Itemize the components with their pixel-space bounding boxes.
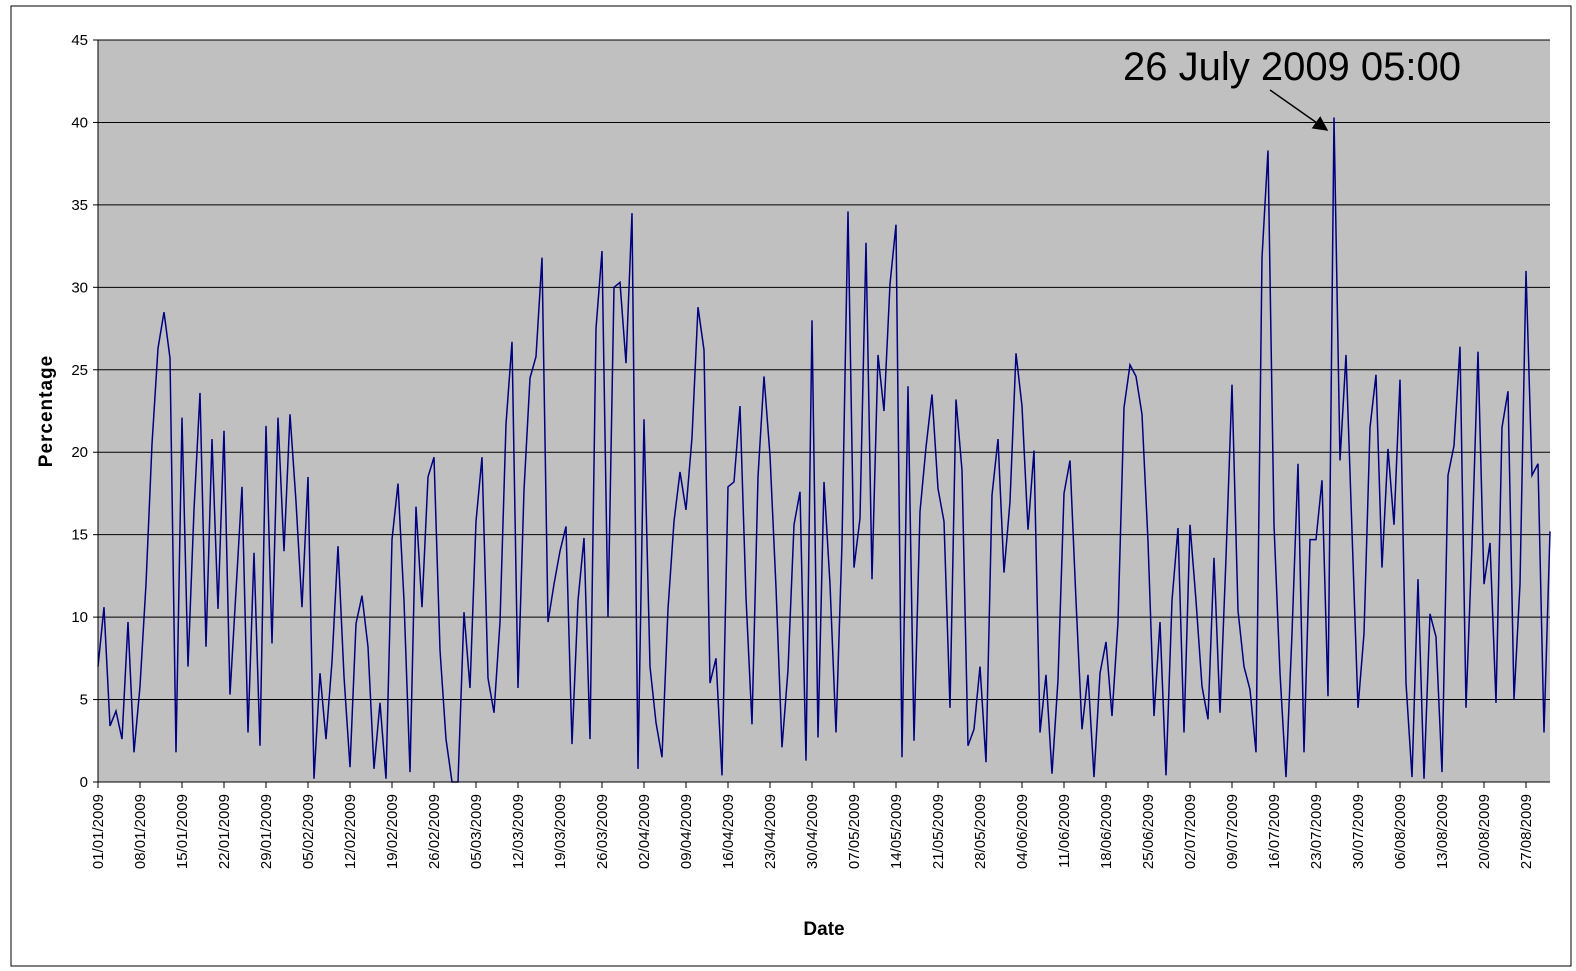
x-tick-label: 09/07/2009 — [1224, 794, 1241, 869]
x-tick-label: 19/02/2009 — [384, 794, 401, 869]
y-tick-label: 5 — [80, 692, 88, 709]
x-tick-label: 30/04/2009 — [804, 794, 821, 869]
x-tick-label: 16/04/2009 — [720, 794, 737, 869]
y-tick-label: 10 — [71, 609, 88, 626]
y-tick-label: 0 — [80, 774, 88, 791]
x-tick-label: 08/01/2009 — [132, 794, 149, 869]
x-tick-label: 05/03/2009 — [468, 794, 485, 869]
x-tick-label: 13/08/2009 — [1434, 794, 1451, 869]
x-tick-label: 26/02/2009 — [426, 794, 443, 869]
annotation: 26 July 2009 05:00 — [1123, 45, 1461, 89]
x-tick-label: 23/07/2009 — [1308, 794, 1325, 869]
y-tick-label: 45 — [71, 32, 88, 49]
x-axis-label: Date — [803, 919, 844, 940]
x-tick-label: 15/01/2009 — [174, 794, 191, 869]
y-tick-label: 30 — [71, 279, 88, 296]
x-tick-label: 29/01/2009 — [258, 794, 275, 869]
x-tick-label: 01/01/2009 — [90, 794, 107, 869]
x-tick-label: 26/03/2009 — [594, 794, 611, 869]
x-tick-label: 20/08/2009 — [1476, 794, 1493, 869]
x-tick-label: 14/05/2009 — [888, 794, 905, 869]
x-tick-label: 07/05/2009 — [846, 794, 863, 869]
y-axis-label: Percentage — [36, 355, 57, 467]
y-tick-label: 35 — [71, 197, 88, 214]
x-tick-label: 02/04/2009 — [636, 794, 653, 869]
y-tick-label: 15 — [71, 527, 88, 544]
x-tick-label: 18/06/2009 — [1098, 794, 1115, 869]
x-tick-label: 05/02/2009 — [300, 794, 317, 869]
x-tick-label: 09/04/2009 — [678, 794, 695, 869]
x-tick-label: 16/07/2009 — [1266, 794, 1283, 869]
y-tick-label: 20 — [71, 444, 88, 461]
x-tick-label: 06/08/2009 — [1392, 794, 1409, 869]
annotation-arrow — [1269, 89, 1329, 131]
x-tick-label: 12/02/2009 — [342, 794, 359, 869]
x-tick-label: 19/03/2009 — [552, 794, 569, 869]
y-tick-label: 40 — [71, 114, 88, 131]
x-tick-label: 25/06/2009 — [1140, 794, 1157, 869]
data-line — [97, 117, 1551, 783]
x-tick-label: 12/03/2009 — [510, 794, 527, 869]
x-tick-label: 23/04/2009 — [762, 794, 779, 869]
x-tick-label: 11/06/2009 — [1056, 794, 1073, 868]
x-tick-label: 27/08/2009 — [1518, 794, 1535, 869]
x-tick-label: 21/05/2009 — [930, 794, 947, 869]
y-tick-label: 25 — [71, 362, 88, 379]
x-tick-label: 22/01/2009 — [216, 794, 233, 869]
plot-area — [98, 40, 1550, 782]
x-tick-label: 04/06/2009 — [1014, 794, 1031, 869]
x-tick-label: 02/07/2009 — [1182, 794, 1199, 869]
x-tick-label: 28/05/2009 — [972, 794, 989, 869]
x-tick-label: 30/07/2009 — [1350, 794, 1367, 869]
